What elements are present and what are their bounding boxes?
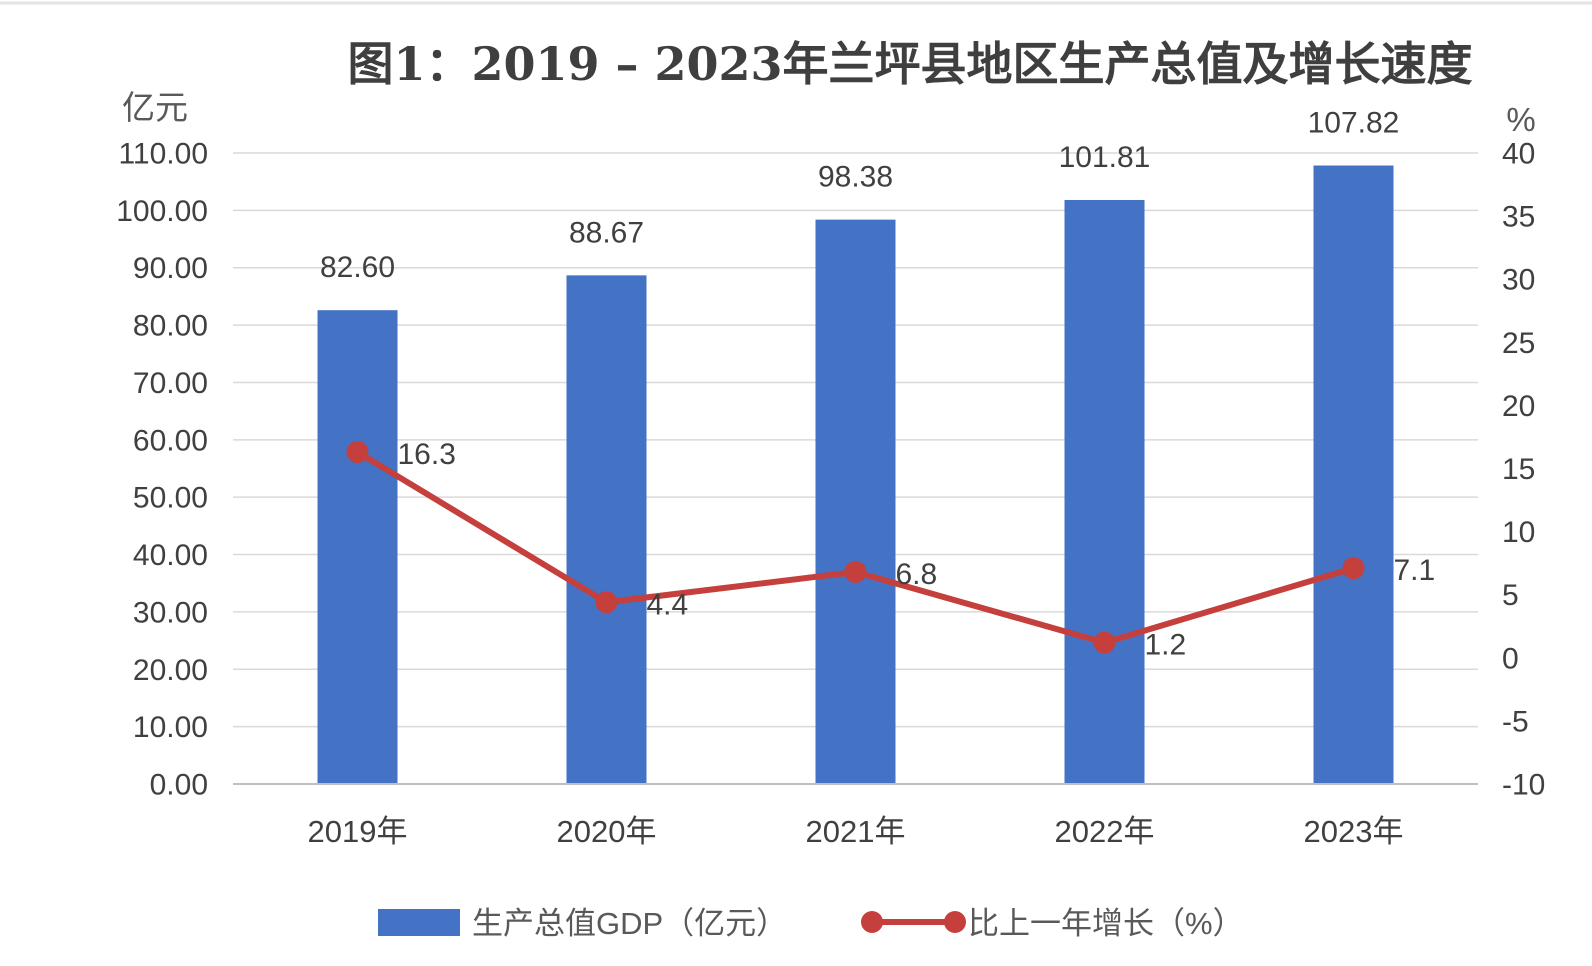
right-axis-tick-labels: -10 -5 0 5 10 15 20 25 30 35 40 [1502,138,1545,802]
gdp-bar [317,310,398,784]
right-axis-tick-label: 0 [1502,642,1519,675]
left-axis-tick-label: 20.00 [133,654,208,687]
gdp-value-label: 88.67 [569,216,644,249]
gdp-bar [1064,199,1145,784]
right-axis-tick-label: 20 [1502,390,1535,423]
growth-line-series [346,441,1365,654]
growth-value-label: 1.2 [1145,629,1187,662]
gdp-bars [317,165,1394,785]
left-axis-tick-label: 110.00 [118,138,208,171]
growth-point [1093,631,1116,654]
right-axis-tick-label: 5 [1502,579,1519,612]
x-axis-tick-label: 2023年 [1304,814,1404,849]
gdp-value-label: 107.82 [1308,107,1400,140]
left-axis-tick-label: 0.00 [150,769,208,802]
left-axis-tick-label: 30.00 [133,596,208,629]
left-axis-tick-labels: 0.00 10.00 20.00 30.00 40.00 50.00 60.00 70.00 8… [116,138,208,802]
legend-swatch-growth-marker-start [861,911,883,933]
chart-title: 图1：2019 – 2023年兰坪县地区生产总值及增长速度 [347,37,1472,91]
x-axis-tick-label: 2019年 [308,814,408,849]
left-axis-tick-label: 40.00 [133,539,208,572]
growth-value-labels: 16.3 4.4 6.8 1.2 7.1 [398,438,1436,662]
growth-value-label: 7.1 [1394,554,1436,587]
gdp-value-labels: 82.60 88.67 98.38 101.81 107.82 [320,107,1399,285]
right-axis-tick-label: -5 [1502,705,1529,738]
left-axis-tick-label: 10.00 [133,711,208,744]
legend-swatch-gdp-bar [378,909,460,936]
legend-item-growth: 比上一年增长（%） [861,906,1244,941]
x-axis-tick-label: 2020年 [557,814,657,849]
legend: 生产总值GDP（亿元） 比上一年增长（%） [378,906,1244,941]
left-axis-tick-label: 60.00 [133,424,208,457]
legend-swatch-growth-marker-end [944,911,966,933]
gdp-value-label: 101.81 [1059,141,1151,174]
growth-point [346,441,369,464]
x-axis-tick-label: 2022年 [1055,814,1155,849]
gdp-value-label: 98.38 [818,161,893,194]
gdp-bar [566,275,647,784]
gdp-value-label: 82.60 [320,251,395,284]
growth-value-label: 16.3 [398,438,456,471]
right-axis-tick-label: 15 [1502,453,1535,486]
right-axis-tick-label: 30 [1502,264,1535,297]
gdp-bar [1313,165,1394,785]
right-axis-unit: % [1506,101,1535,138]
growth-value-label: 4.4 [647,588,689,621]
x-axis-tick-labels: 2019年 2020年 2021年 2022年 2023年 [308,814,1404,849]
left-axis-tick-label: 100.00 [116,195,208,228]
right-axis-tick-label: 10 [1502,516,1535,549]
left-axis-tick-label: 90.00 [133,252,208,285]
right-axis-tick-label: -10 [1502,769,1545,802]
left-axis-tick-label: 50.00 [133,482,208,515]
growth-point [1342,557,1365,580]
growth-value-label: 6.8 [896,558,938,591]
right-axis-tick-label: 35 [1502,201,1535,234]
left-axis-tick-label: 80.00 [133,310,208,343]
growth-point [595,591,618,614]
legend-label-gdp: 生产总值GDP（亿元） [472,906,787,941]
legend-item-gdp: 生产总值GDP（亿元） [378,906,787,941]
right-axis-tick-label: 25 [1502,327,1535,360]
gdp-bar [815,219,896,784]
left-axis-unit: 亿元 [122,89,188,126]
growth-point [844,560,867,583]
x-axis-tick-label: 2021年 [806,814,906,849]
legend-label-growth: 比上一年增长（%） [968,906,1244,941]
left-axis-tick-label: 70.00 [133,367,208,400]
right-axis-tick-label: 40 [1502,138,1535,171]
